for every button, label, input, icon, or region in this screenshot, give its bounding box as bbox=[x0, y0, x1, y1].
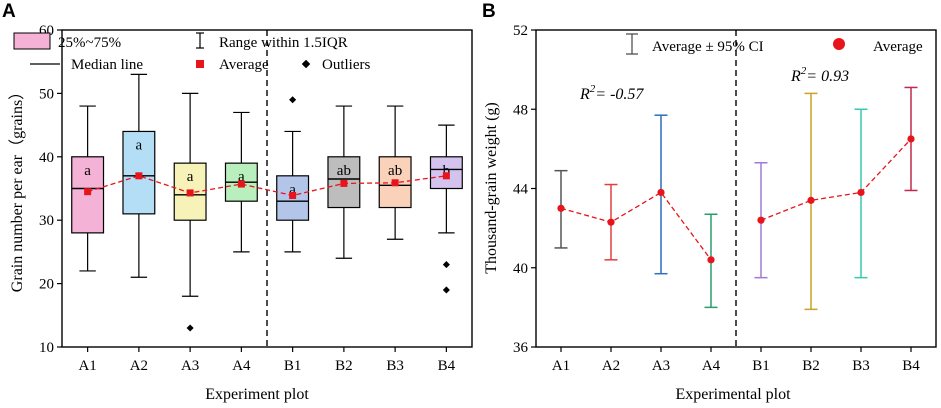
significance-letter: ab bbox=[388, 163, 402, 179]
legend-ci-label: Average ± 95% CI bbox=[652, 39, 764, 55]
legend-outlier-marker bbox=[301, 59, 311, 69]
panel-a-xtick-label: A3 bbox=[181, 358, 199, 374]
significance-letter: a bbox=[84, 163, 91, 179]
significance-letter: a bbox=[136, 137, 143, 153]
legend-average-marker bbox=[196, 60, 204, 68]
panel-b-ytick-label: 52 bbox=[513, 23, 528, 39]
panel-a: A Grain number per ear（grains） Experimen… bbox=[2, 1, 473, 403]
legend-ci-icon bbox=[626, 33, 638, 55]
panel-b: B Thousand-grain weight (g) Experimental… bbox=[482, 1, 937, 403]
panel-b-xtick-label: B3 bbox=[852, 358, 870, 374]
legend-average-dot bbox=[833, 38, 845, 50]
average-marker bbox=[340, 179, 348, 187]
average-dot bbox=[557, 204, 565, 212]
panel-a-xtick-label: B3 bbox=[386, 358, 404, 374]
outlier-point bbox=[442, 261, 450, 269]
panel-b-legend: Average ± 95% CI Average bbox=[626, 33, 923, 55]
legend-box-label: 25%~75% bbox=[58, 35, 121, 51]
panel-a-xlabel: Experiment plot bbox=[205, 386, 309, 403]
average-marker bbox=[135, 172, 143, 180]
box-B3: ab bbox=[378, 105, 412, 240]
legend-median-label: Median line bbox=[71, 57, 143, 73]
average-marker bbox=[186, 189, 194, 197]
outlier-point bbox=[289, 96, 297, 104]
outlier-point bbox=[186, 324, 194, 332]
panel-b-frame bbox=[535, 29, 937, 348]
panel-a-ytick-label: 20 bbox=[39, 277, 54, 293]
average-trend-line-a bbox=[560, 191, 712, 261]
panel-b-label: B bbox=[482, 1, 496, 22]
panel-b-ytick-label: 36 bbox=[513, 340, 529, 356]
significance-letter: b bbox=[443, 163, 451, 179]
panel-b-ytick-label: 48 bbox=[513, 102, 528, 118]
box-A3: a bbox=[173, 92, 207, 332]
average-dot bbox=[807, 196, 815, 204]
average-dot bbox=[707, 256, 715, 264]
average-trend-line bbox=[87, 175, 447, 197]
legend-average-label-b: Average bbox=[873, 39, 923, 55]
significance-letter: ab bbox=[337, 163, 351, 179]
panel-b-plot: 36 40 44 48 52 A1 A2 A3 A4 B1 B2 B3 B4 bbox=[513, 23, 937, 374]
average-marker bbox=[391, 179, 399, 187]
legend-range-label: Range within 1.5IQR bbox=[219, 35, 348, 51]
panel-a-xtick-label: B2 bbox=[335, 358, 353, 374]
panel-a-ytick-label: 30 bbox=[39, 213, 54, 229]
legend-average-label: Average bbox=[219, 57, 269, 73]
panel-b-xtick-label: B1 bbox=[752, 358, 770, 374]
box-B4: b bbox=[429, 124, 463, 294]
average-dot bbox=[907, 135, 915, 143]
panel-b-ylabel: Thousand-grain weight (g) bbox=[483, 102, 500, 274]
legend-outlier-label: Outliers bbox=[322, 57, 370, 73]
panel-a-xtick-label: B1 bbox=[284, 358, 302, 374]
average-dot bbox=[757, 216, 765, 224]
panel-a-xtick-label: A2 bbox=[130, 358, 148, 374]
panel-a-xtick-label: A1 bbox=[78, 358, 96, 374]
panel-b-xtick-label: A2 bbox=[602, 358, 620, 374]
panel-b-xtick-label: A1 bbox=[552, 358, 570, 374]
average-marker bbox=[289, 191, 297, 199]
outlier-point bbox=[442, 286, 450, 294]
significance-letter: a bbox=[238, 169, 245, 185]
panel-a-xtick-label: A4 bbox=[232, 358, 251, 374]
panel-a-label: A bbox=[2, 1, 16, 22]
legend-box-swatch bbox=[13, 32, 51, 50]
average-marker bbox=[237, 180, 245, 188]
box-B1: a bbox=[276, 96, 310, 253]
r2-annotation-b: R2= 0.93 bbox=[790, 65, 849, 85]
iqr-box bbox=[173, 162, 207, 221]
significance-letter: a bbox=[187, 169, 194, 185]
average-dot bbox=[607, 218, 615, 226]
average-dot bbox=[657, 188, 665, 197]
panel-a-xtick-label: B4 bbox=[438, 358, 456, 374]
average-trend-line-b bbox=[760, 138, 912, 221]
r2-annotation-a: R2= -0.57 bbox=[579, 83, 644, 103]
panel-b-xtick-label: B4 bbox=[902, 358, 920, 374]
legend-range-icon bbox=[196, 32, 204, 49]
average-marker bbox=[442, 172, 450, 180]
panel-a-ytick-label: 10 bbox=[39, 340, 54, 356]
panel-b-ytick-label: 44 bbox=[513, 182, 529, 198]
panel-a-ytick-label: 40 bbox=[39, 150, 54, 166]
panel-b-xtick-label: A3 bbox=[652, 358, 670, 374]
panel-b-xlabel: Experimental plot bbox=[675, 386, 791, 403]
average-dot bbox=[857, 188, 865, 197]
panel-b-xtick-label: B2 bbox=[802, 358, 820, 374]
panel-b-ytick-label: 40 bbox=[513, 261, 528, 277]
average-marker bbox=[84, 188, 92, 196]
panel-b-xtick-label: A4 bbox=[702, 358, 721, 374]
significance-letter: a bbox=[289, 182, 296, 198]
panel-a-legend: 25%~75% Range within 1.5IQR Median line … bbox=[13, 32, 370, 73]
panel-a-ylabel: Grain number per ear（grains） bbox=[8, 84, 26, 292]
panel-a-ytick-label: 50 bbox=[39, 86, 54, 102]
